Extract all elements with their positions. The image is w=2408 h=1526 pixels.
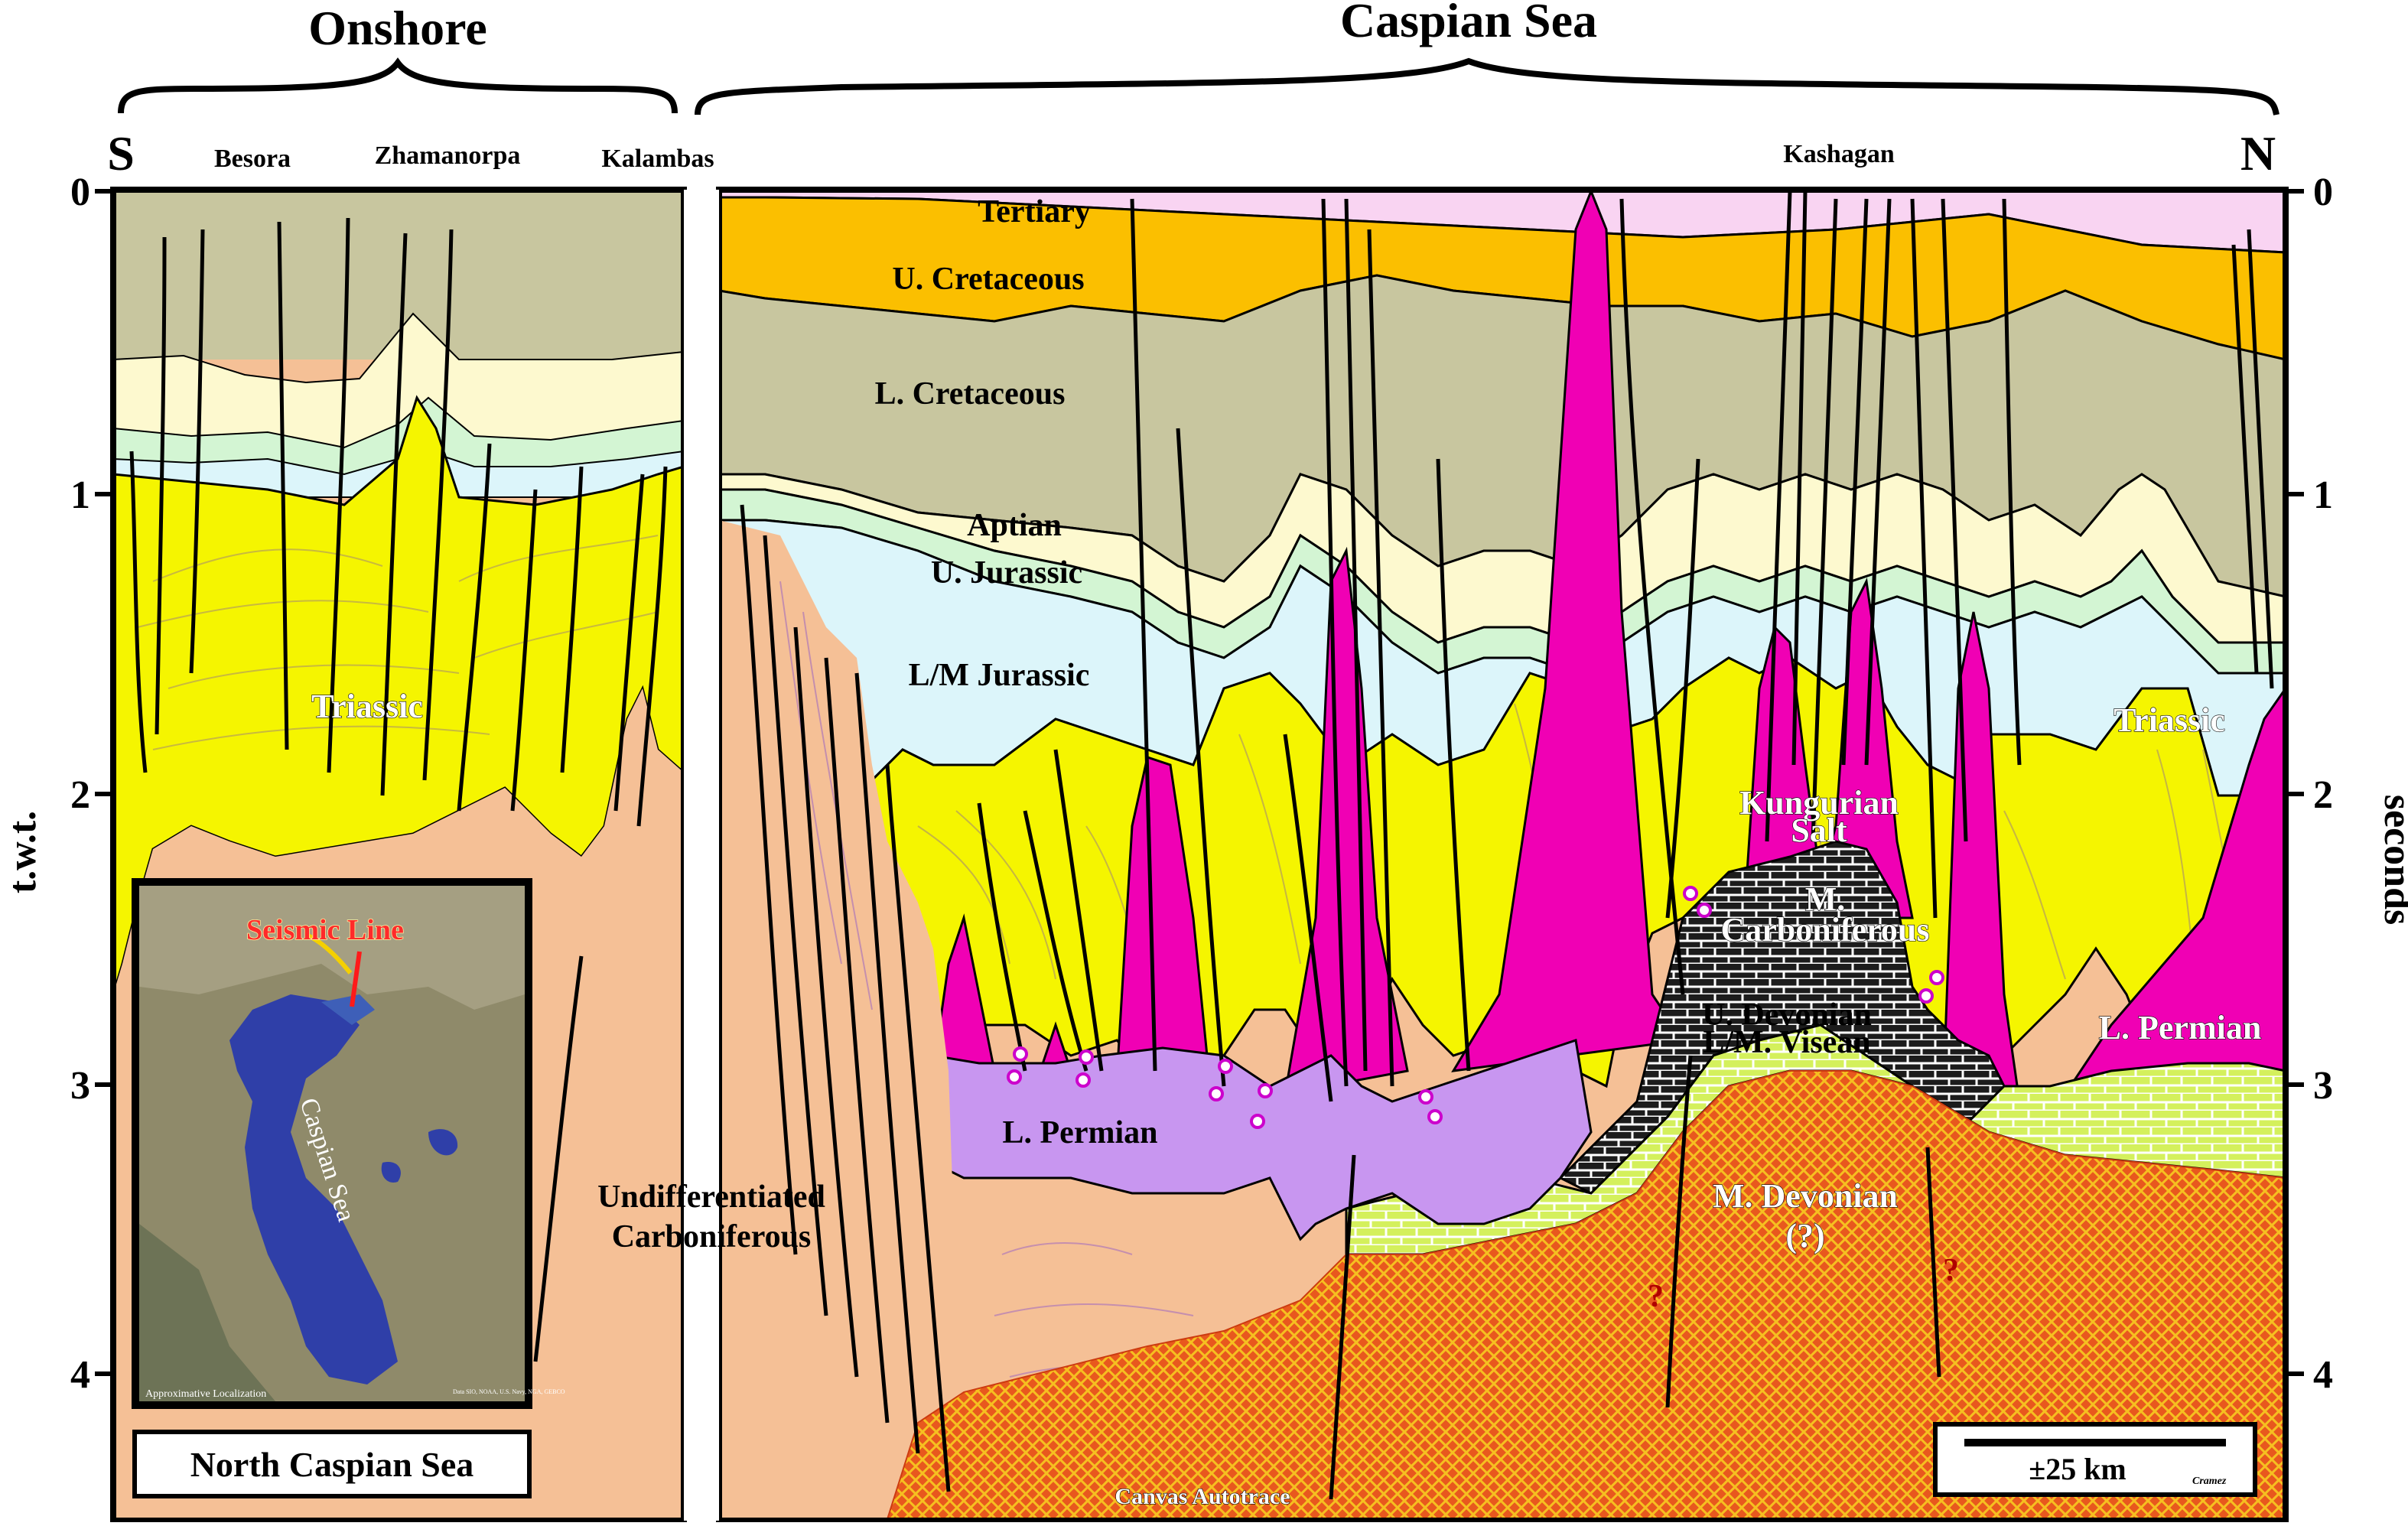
well-besora: Besora [214,145,291,173]
inset-title: North Caspian Sea [190,1445,474,1484]
tick-1-left: 1 [70,473,90,517]
panel-gap [684,190,719,1521]
kungurian-salt [932,190,2286,1118]
tick-2-right: 2 [2313,773,2333,817]
label-m-carb-1: M. [1805,880,1846,918]
author-credit: Cramez [2192,1476,2227,1487]
label-aptian: Aptian [967,508,1062,543]
label-l-cretaceous: L. Cretaceous [875,376,1066,412]
tick-3-left: 3 [70,1064,90,1108]
label-l-permian-right: L. Permian [2099,1009,2262,1046]
l-cretaceous-onshore [113,190,684,360]
label-u-devonian: U. Devonian [1702,997,1872,1033]
label-visean: L/M. Visean [1703,1025,1870,1060]
scale-label: ±25 km [2029,1452,2127,1486]
label-u-jurassic: U. Jurassic [931,555,1082,591]
seconds-axis-label: seconds [2376,795,2408,925]
label-tertiary: Tertiary [978,194,1091,229]
unit-labels: Tertiary U. Cretaceous L. Cretaceous Apt… [311,194,2262,1510]
localization-note: Approximative Localization [145,1388,266,1400]
tick-0-left: 0 [70,171,90,214]
onshore-brace [118,57,678,114]
m-devonian-layer [886,1070,2286,1519]
label-kungurian: Kungurian [1739,784,1899,822]
label-salt: Salt [1791,812,1847,849]
seismic-line-label: Seismic Line [246,914,404,946]
scale-bar: ±25 km Cramez [1933,1422,2257,1497]
label-undiff-1: Undifferentiated [597,1179,825,1215]
location-inset: Seismic Line Caspian Sea Approximative L… [132,878,565,1498]
label-m-devonian: M. Devonian [1713,1177,1898,1215]
tick-2-left: 2 [70,773,90,817]
caspian-water [229,994,398,1384]
offshore-section [719,190,2286,1519]
south-label: S [107,126,135,181]
well-kalambas: Kalambas [601,145,714,173]
tick-0-right: 0 [2313,171,2333,214]
twt-axis-label: t.w.t. [1,811,44,893]
tick-3-right: 3 [2313,1064,2333,1108]
question-mark-2: ? [1943,1253,1959,1288]
well-zhamanorpa: Zhamanorpa [375,142,521,170]
left-axis: 0 1 2 3 4 t.w.t. [1,171,113,1397]
right-axis: 0 1 2 3 4 seconds [2286,171,2408,1397]
onshore-heading: Onshore [308,1,487,55]
seismic-line-marker [350,951,362,1007]
caspian-brace [695,57,2279,116]
label-m-devonian-q: (?) [1785,1217,1824,1254]
map-credits: Data SIO, NOAA, U.S. Navy, NGA, GEBCO [453,1388,565,1395]
label-undiff-2: Carboniferous [612,1219,812,1254]
label-u-cretaceous: U. Cretaceous [892,262,1084,297]
label-m-carb-2: Carboniferous [1721,911,1930,948]
tick-4-right: 4 [2313,1353,2333,1397]
faults-offshore [740,190,2274,1500]
hydrocarbon-markers [1007,886,1944,1129]
label-triassic-onshore: Triassic [311,688,423,725]
label-lm-jurassic: L/M Jurassic [909,658,1090,693]
question-mark-1: ? [1648,1279,1664,1314]
north-label: N [2240,126,2276,181]
well-kashagan: Kashagan [1783,140,1895,168]
label-triassic-offshore: Triassic [2114,701,2225,739]
tick-1-right: 1 [2313,473,2333,517]
label-l-permian-left: L. Permian [1003,1115,1158,1150]
label-canvas-autotrace: Canvas Autotrace [1115,1484,1290,1509]
caspian-sea-heading: Caspian Sea [1340,0,1597,47]
tick-4-left: 4 [70,1353,90,1397]
